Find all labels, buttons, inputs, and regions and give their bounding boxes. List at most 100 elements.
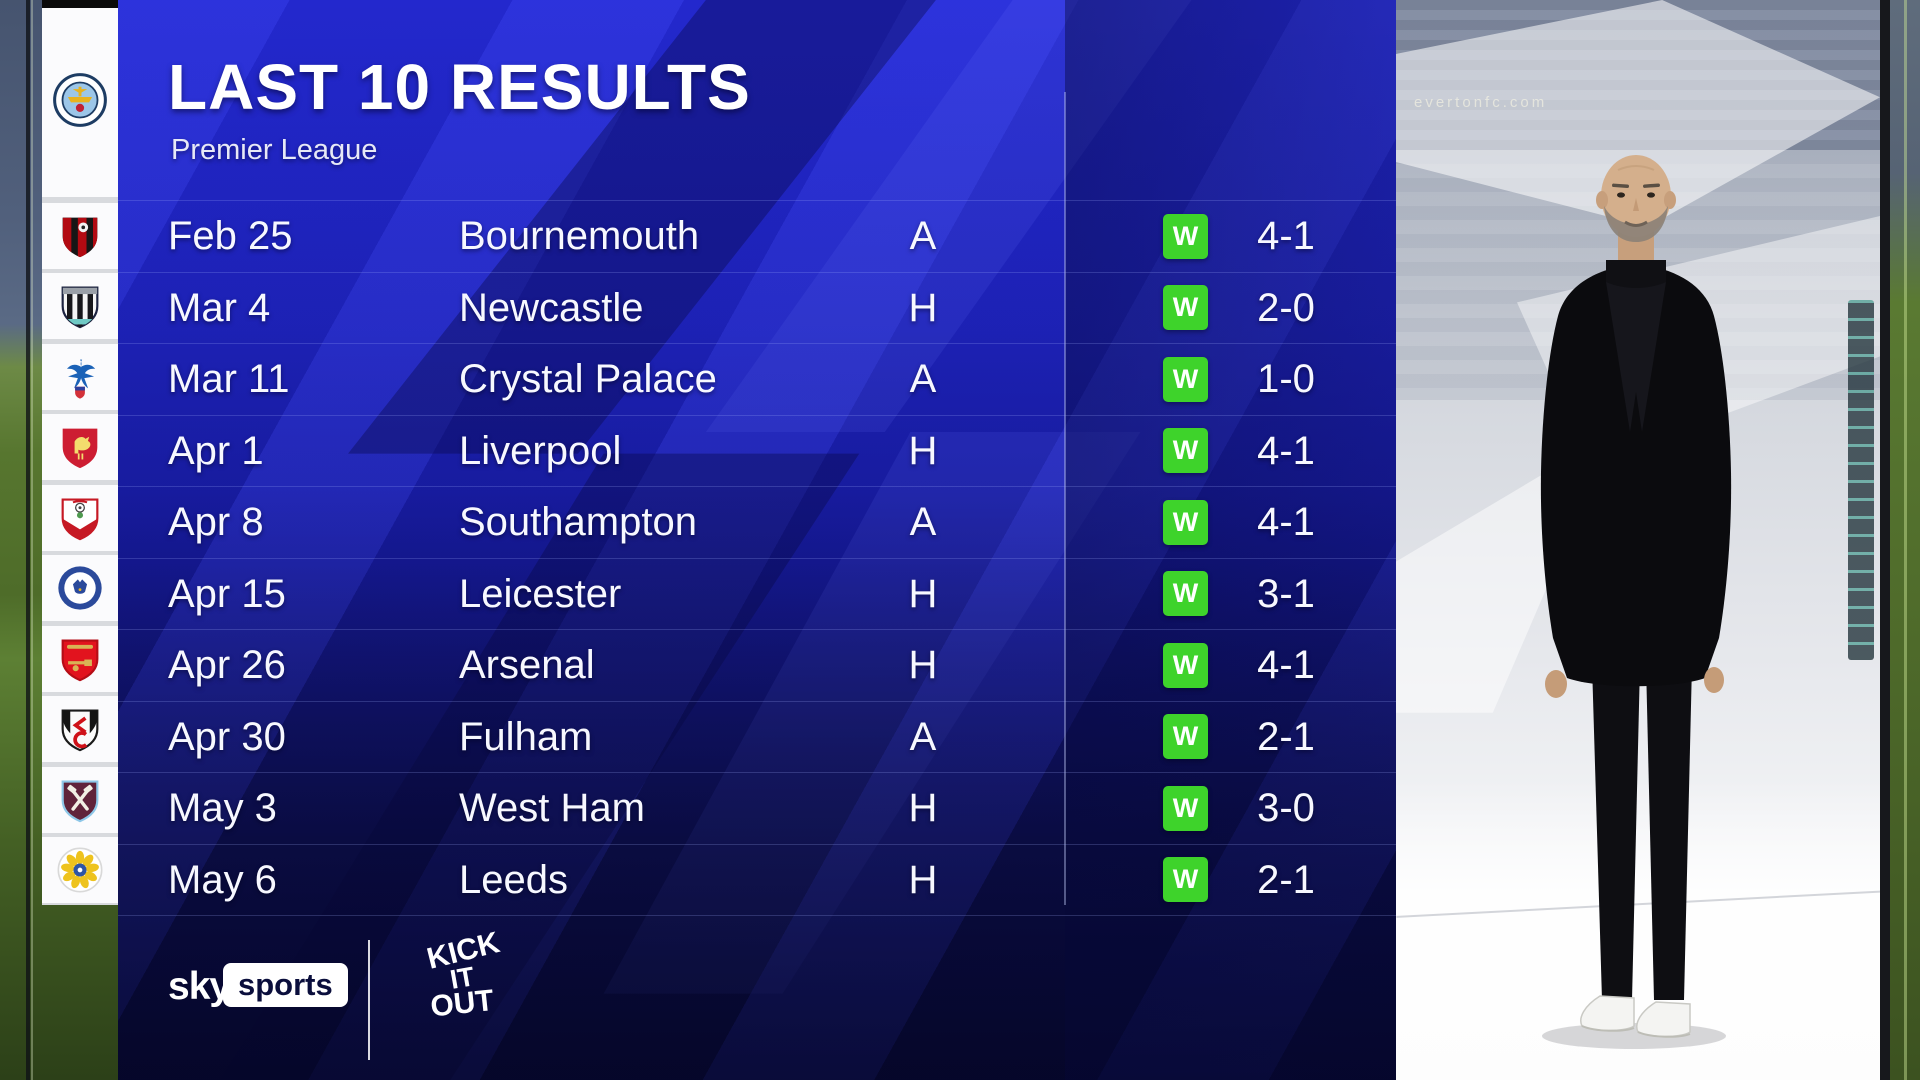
venue-indicator: A xyxy=(909,714,937,759)
club-crest-cell xyxy=(42,8,118,197)
kick-it-out-logo: KICK IT OUT xyxy=(398,926,531,1070)
fulham-crest xyxy=(61,709,99,752)
pitch-line-highlight xyxy=(1904,0,1907,1080)
opponent-crest-cell xyxy=(42,766,118,833)
manager-photo xyxy=(1540,155,1732,1049)
match-date: Apr 30 xyxy=(168,714,286,759)
result-badge: W xyxy=(1163,213,1208,259)
match-date: Apr 1 xyxy=(168,428,264,473)
opponent-name: Southampton xyxy=(459,500,697,544)
opponent-crest-cell xyxy=(42,555,118,621)
result-row: May 6 Leeds H W 2-1 xyxy=(118,843,1396,916)
result-badge: W xyxy=(1163,428,1208,474)
venue-indicator: A xyxy=(909,500,937,544)
opponent-crest-cell xyxy=(42,484,118,551)
opponent-crest-cell xyxy=(42,837,118,903)
results-list: Feb 25 Bournemouth A W 4-1 Mar 4 Newcast… xyxy=(118,200,1396,916)
opponent-crest-cell xyxy=(42,625,118,692)
result-row: Feb 25 Bournemouth A W 4-1 xyxy=(118,200,1396,272)
opponent-name: Bournemouth xyxy=(459,214,700,258)
match-date: May 6 xyxy=(168,857,277,902)
club-crest-slot xyxy=(51,71,109,134)
result-badge: W xyxy=(1163,285,1208,331)
bournemouth-crest xyxy=(62,217,98,257)
opponent-crest-cell xyxy=(42,343,118,410)
southampton-crest xyxy=(61,498,99,540)
result-badge: W xyxy=(1163,499,1208,545)
stadium-scoreboard xyxy=(1848,300,1874,660)
competition-subtitle: Premier League xyxy=(171,134,378,166)
results-panel: LAST 10 RESULTS Premier League Feb 25 Bo… xyxy=(118,0,1396,1080)
manchester-city-crest xyxy=(53,73,107,127)
match-score: 3-1 xyxy=(1257,571,1315,616)
leicester-crest xyxy=(58,566,102,610)
match-score: 1-0 xyxy=(1257,357,1315,401)
match-date: May 3 xyxy=(168,786,277,830)
result-badge: W xyxy=(1163,642,1208,688)
opponent-name: Leeds xyxy=(459,857,568,902)
manager-photo-panel: evertonfc.com xyxy=(1396,0,1880,1080)
result-row: Apr 8 Southampton A W 4-1 xyxy=(118,486,1396,558)
match-score: 3-0 xyxy=(1257,786,1315,830)
match-date: Mar 11 xyxy=(168,357,290,401)
venue-indicator: H xyxy=(908,857,938,902)
opponent-name: Crystal Palace xyxy=(459,357,717,401)
match-date: Mar 4 xyxy=(168,285,271,330)
opponent-name: Leicester xyxy=(459,571,622,616)
venue-indicator: H xyxy=(908,285,938,330)
match-score: 2-1 xyxy=(1257,857,1315,902)
match-date: Feb 25 xyxy=(168,214,293,258)
match-score: 4-1 xyxy=(1257,643,1315,687)
score-column-shade xyxy=(1065,0,1396,1080)
match-score: 2-0 xyxy=(1257,285,1315,330)
match-date: Apr 15 xyxy=(168,571,286,616)
match-score: 4-1 xyxy=(1257,428,1315,473)
result-badge: W xyxy=(1163,571,1208,617)
stadium-video-right-edge xyxy=(1880,0,1920,1080)
venue-indicator: H xyxy=(908,786,938,830)
match-date: Apr 26 xyxy=(168,643,286,687)
rail-top-cap xyxy=(42,0,118,8)
venue-indicator: H xyxy=(908,643,938,687)
venue-indicator: H xyxy=(908,571,938,616)
result-badge: W xyxy=(1163,356,1208,402)
leeds-crest xyxy=(57,847,103,893)
team-crest-rail xyxy=(42,0,118,905)
sky-sports-logo: sports xyxy=(223,963,348,1007)
match-date: Apr 8 xyxy=(168,500,264,544)
opponent-crest-cell xyxy=(42,273,118,339)
result-row: Apr 15 Leicester H W 3-1 xyxy=(118,557,1396,630)
result-row: Apr 1 Liverpool H W 4-1 xyxy=(118,414,1396,487)
opponent-name: Liverpool xyxy=(459,428,622,473)
opponent-crest-cell xyxy=(42,414,118,480)
opponent-crest-cell xyxy=(42,696,118,762)
pitch-board-edge-line xyxy=(26,0,30,1080)
opponent-crest-cell xyxy=(42,202,118,269)
opponent-name: Newcastle xyxy=(459,285,644,330)
result-row: Mar 11 Crystal Palace A W 1-0 xyxy=(118,343,1396,415)
opponent-name: Arsenal xyxy=(459,643,595,687)
venue-indicator: A xyxy=(909,214,937,258)
result-badge: W xyxy=(1163,785,1208,831)
result-row: Apr 30 Fulham A W 2-1 xyxy=(118,700,1396,773)
column-divider-line xyxy=(1064,92,1066,905)
result-row: May 3 West Ham H W 3-0 xyxy=(118,772,1396,844)
opponent-name: West Ham xyxy=(459,786,645,830)
match-score: 4-1 xyxy=(1257,500,1315,544)
west-ham-crest xyxy=(61,780,99,822)
match-score: 4-1 xyxy=(1257,214,1315,258)
result-badge: W xyxy=(1163,857,1208,903)
result-row: Apr 26 Arsenal H W 4-1 xyxy=(118,629,1396,701)
arsenal-crest xyxy=(61,639,99,681)
page-title: LAST 10 RESULTS xyxy=(168,51,751,123)
logo-divider xyxy=(368,940,370,1060)
venue-indicator: H xyxy=(908,428,938,473)
opponent-name: Fulham xyxy=(459,714,593,759)
sky-wordmark: sky xyxy=(168,965,231,1008)
pitch-board-highlight-line xyxy=(31,0,33,1080)
match-score: 2-1 xyxy=(1257,714,1315,759)
liverpool-crest xyxy=(62,428,98,469)
result-row: Mar 4 Newcastle H W 2-0 xyxy=(118,271,1396,344)
crystal-palace-crest xyxy=(67,359,96,399)
